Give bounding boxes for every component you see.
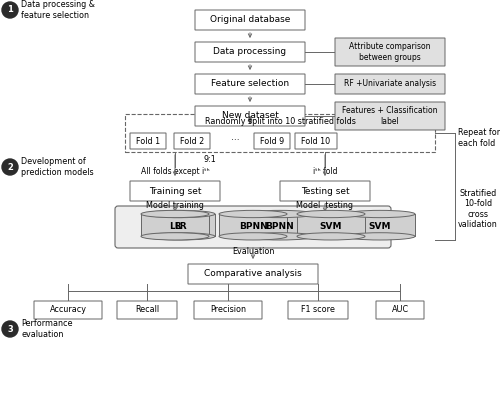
Ellipse shape: [219, 210, 287, 218]
Text: BPNN: BPNN: [266, 222, 294, 231]
FancyBboxPatch shape: [195, 74, 305, 94]
FancyBboxPatch shape: [376, 301, 424, 319]
Ellipse shape: [297, 210, 365, 218]
Circle shape: [2, 159, 18, 175]
FancyBboxPatch shape: [335, 38, 445, 66]
Text: Accuracy: Accuracy: [50, 306, 86, 314]
FancyBboxPatch shape: [335, 102, 445, 130]
Text: Data processing: Data processing: [214, 48, 286, 56]
Ellipse shape: [345, 210, 415, 218]
FancyBboxPatch shape: [280, 181, 370, 201]
Text: 9:1: 9:1: [204, 156, 216, 164]
Text: F1 score: F1 score: [301, 306, 335, 314]
Text: RF +Univariate analysis: RF +Univariate analysis: [344, 79, 436, 89]
FancyBboxPatch shape: [195, 42, 305, 62]
Circle shape: [2, 321, 18, 337]
Text: LR: LR: [174, 222, 186, 231]
Ellipse shape: [297, 233, 365, 240]
Text: Original database: Original database: [210, 15, 290, 25]
FancyBboxPatch shape: [335, 74, 445, 94]
Text: LR: LR: [168, 222, 181, 231]
Text: Model  testing: Model testing: [296, 202, 354, 210]
Text: SVM: SVM: [369, 222, 391, 231]
Text: AUC: AUC: [392, 306, 408, 314]
Text: Training set: Training set: [149, 187, 201, 195]
Text: ···: ···: [230, 137, 239, 145]
Text: Stratified
10-fold
cross
validation: Stratified 10-fold cross validation: [458, 189, 498, 229]
Text: SVM: SVM: [320, 222, 342, 231]
Bar: [145, 214, 215, 236]
FancyBboxPatch shape: [288, 301, 348, 319]
Ellipse shape: [145, 210, 215, 218]
FancyBboxPatch shape: [195, 106, 305, 126]
Text: 1: 1: [7, 6, 13, 15]
Text: Performance
evaluation: Performance evaluation: [21, 319, 72, 339]
Text: 3: 3: [7, 324, 13, 333]
FancyBboxPatch shape: [34, 301, 102, 319]
Ellipse shape: [145, 233, 215, 240]
Bar: [245, 214, 315, 236]
Text: Repeat for
each fold: Repeat for each fold: [458, 128, 500, 148]
Text: Randomly split into 10 stratified folds: Randomly split into 10 stratified folds: [204, 118, 356, 127]
Text: All folds except iᵗʰ: All folds except iᵗʰ: [140, 166, 209, 175]
FancyBboxPatch shape: [115, 206, 391, 248]
FancyBboxPatch shape: [117, 301, 177, 319]
Bar: [141, 214, 209, 236]
Text: iᵗʰ fold: iᵗʰ fold: [313, 166, 337, 175]
Text: New dataset: New dataset: [222, 112, 278, 121]
Text: Fold 2: Fold 2: [180, 137, 204, 145]
Text: Evaluation: Evaluation: [232, 247, 274, 256]
Text: Model training: Model training: [146, 202, 204, 210]
FancyBboxPatch shape: [174, 133, 210, 149]
Text: Features + Classification
label: Features + Classification label: [342, 106, 438, 126]
FancyBboxPatch shape: [295, 133, 337, 149]
Ellipse shape: [141, 233, 209, 240]
Text: BPNN: BPNN: [238, 222, 268, 231]
Text: Fold 9: Fold 9: [260, 137, 284, 145]
Text: Fold 10: Fold 10: [302, 137, 330, 145]
Text: Recall: Recall: [135, 306, 159, 314]
Bar: [219, 214, 287, 236]
FancyBboxPatch shape: [254, 133, 290, 149]
Ellipse shape: [219, 233, 287, 240]
Ellipse shape: [245, 233, 315, 240]
FancyBboxPatch shape: [130, 181, 220, 201]
Ellipse shape: [141, 210, 209, 218]
Circle shape: [2, 2, 18, 18]
Text: Testing set: Testing set: [300, 187, 350, 195]
FancyBboxPatch shape: [130, 133, 166, 149]
Text: Feature selection: Feature selection: [211, 79, 289, 89]
FancyBboxPatch shape: [194, 301, 262, 319]
Ellipse shape: [345, 233, 415, 240]
Text: Data processing &
feature selection: Data processing & feature selection: [21, 0, 95, 20]
FancyBboxPatch shape: [195, 10, 305, 30]
Text: Attribute comparison
between groups: Attribute comparison between groups: [349, 42, 431, 62]
Text: Development of
prediction models: Development of prediction models: [21, 157, 94, 177]
Text: 2: 2: [7, 162, 13, 172]
Ellipse shape: [245, 210, 315, 218]
Text: Fold 1: Fold 1: [136, 137, 160, 145]
Bar: [297, 214, 365, 236]
Text: Comparative analysis: Comparative analysis: [204, 270, 302, 279]
Text: Precision: Precision: [210, 306, 246, 314]
Bar: [345, 214, 415, 236]
FancyBboxPatch shape: [188, 264, 318, 284]
